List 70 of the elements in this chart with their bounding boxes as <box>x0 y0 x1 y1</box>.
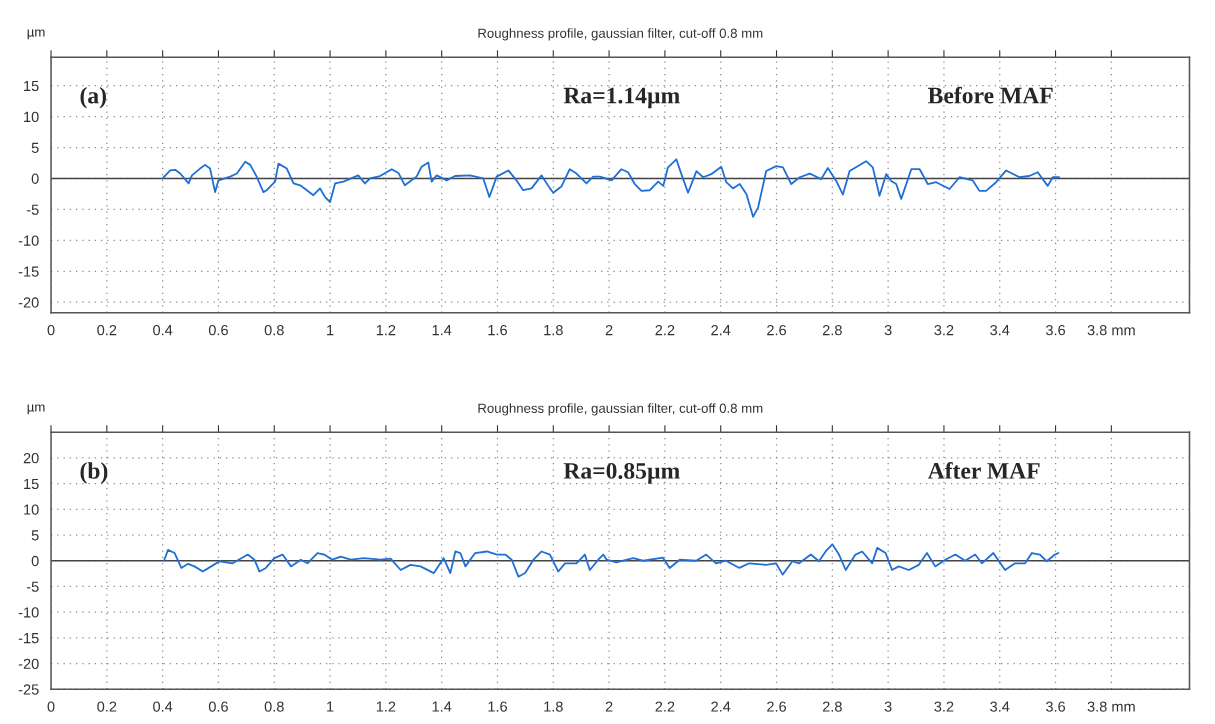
y-tick-label: 10 <box>24 504 39 515</box>
x-tick-label: 3 <box>884 701 892 712</box>
y-tick-label: 0 <box>31 173 39 184</box>
x-tick-label: 2.4 <box>711 701 731 712</box>
x-tick-label: 0 <box>47 701 55 712</box>
y-tick-label: -5 <box>26 581 39 592</box>
x-tick-label: 0.2 <box>97 701 117 712</box>
x-tick-label: 1.8 <box>544 701 563 712</box>
y-tick-label: -25 <box>18 684 39 695</box>
x-tick-label: 3.8 mm <box>1087 701 1135 712</box>
y-tick-label: 15 <box>24 478 39 490</box>
y-tick-label: -20 <box>18 297 39 308</box>
annotation: Before MAF <box>928 86 1053 104</box>
x-tick-label: 1.4 <box>432 325 452 336</box>
y-tick-label: -10 <box>18 607 39 618</box>
x-tick-label: 1.6 <box>488 701 507 712</box>
x-tick-label: 1.8 <box>544 324 563 336</box>
annotation: Ra=0.85µm <box>563 462 680 484</box>
x-tick-label: 3 <box>884 324 892 336</box>
x-tick-label: 2.8 <box>822 324 842 336</box>
x-tick-label: 1 <box>327 325 334 336</box>
y-tick-label: 15 <box>24 80 39 92</box>
x-tick-label: 2.2 <box>655 324 675 336</box>
x-tick-label: 3.2 <box>934 701 954 712</box>
x-tick-label: 2 <box>605 701 613 712</box>
chart-title: Roughness profile, gaussian filter, cut-off 0.8 mm <box>478 403 763 416</box>
x-tick-label: 0.4 <box>153 324 173 336</box>
y-tick-label: 5 <box>31 530 39 541</box>
annotation: After MAF <box>927 461 1040 479</box>
x-tick-label: 0.6 <box>208 324 228 336</box>
x-tick-label: 0.8 <box>264 701 284 712</box>
x-tick-label: 2.8 <box>822 701 842 712</box>
x-tick-label: 3.8 mm <box>1087 324 1135 336</box>
x-tick-label: 3.4 <box>990 701 1010 712</box>
x-tick-label: 1.6 <box>488 324 507 336</box>
annotation: Ra=1.14µm <box>563 87 680 109</box>
x-tick-label: 3.6 <box>1045 324 1066 336</box>
x-tick-label: 0.6 <box>208 701 228 712</box>
line-series <box>161 158 1061 218</box>
x-tick-label: 0.4 <box>153 701 173 712</box>
y-tick-label: -15 <box>18 266 39 277</box>
y-tick-label: 5 <box>31 142 39 153</box>
x-tick-label: 2.2 <box>655 701 675 712</box>
x-tick-label: 1.2 <box>376 701 396 712</box>
x-tick-label: 0.8 <box>264 324 284 336</box>
y-tick-label: 20 <box>23 453 39 464</box>
x-tick-label: 0 <box>47 324 55 336</box>
y-axis-title: µm <box>27 29 45 40</box>
y-tick-label: -10 <box>18 235 39 246</box>
y-tick-label: 10 <box>24 111 39 123</box>
x-tick-label: 3.6 <box>1045 701 1066 712</box>
x-tick-label: 2 <box>605 324 613 336</box>
annotation: (b) <box>80 462 108 484</box>
x-tick-label: 3.2 <box>934 324 954 336</box>
x-tick-label: 1.2 <box>376 324 396 336</box>
x-tick-label: 1 <box>327 701 334 712</box>
y-tick-label: -15 <box>18 633 39 644</box>
x-tick-label: 2.4 <box>711 324 731 336</box>
line-series <box>163 543 1060 578</box>
y-tick-label: -20 <box>18 658 39 669</box>
annotation: (a) <box>80 86 106 109</box>
y-tick-label: 0 <box>31 555 39 567</box>
x-tick-label: 3.4 <box>990 324 1010 336</box>
x-tick-label: 2.6 <box>767 701 787 712</box>
y-axis-title: µm <box>27 404 45 415</box>
y-tick-label: -5 <box>26 204 39 215</box>
chart-title: Roughness profile, gaussian filter, cut-off 0.8 mm <box>478 28 763 41</box>
x-tick-label: 0.2 <box>97 324 117 336</box>
x-tick-label: 1.4 <box>432 701 452 712</box>
x-tick-label: 2.6 <box>767 324 787 336</box>
